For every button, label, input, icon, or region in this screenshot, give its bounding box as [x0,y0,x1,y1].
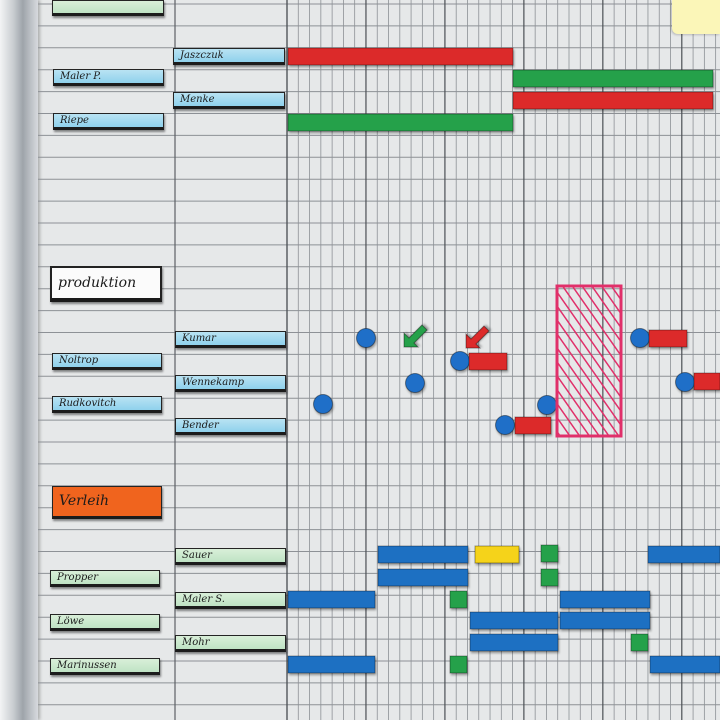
yellow-bar-magnet [474,545,520,564]
name-label: Maler S. [175,592,286,609]
blue-dot-magnet [450,351,470,371]
name-label: Löwe [50,614,160,631]
hatched-marker-block [555,284,623,438]
blue-bar-magnet [377,568,469,587]
green-bar-magnet [512,69,714,88]
name-label: Maler P. [53,69,164,86]
name-label: Propper [50,570,160,587]
name-label-text: Mohr [182,637,210,648]
name-label: Menke [173,92,285,109]
group-label: produktion [50,266,162,302]
green-bar-magnet [287,113,514,132]
blue-bar-magnet [559,611,651,630]
name-label: Riepe [53,113,164,130]
green-arrow-magnet [403,324,428,348]
red-bar-magnet [468,352,508,371]
blue-dot-magnet [537,395,557,415]
name-label: Jaszczuk [173,48,285,65]
name-label-text: Riepe [60,115,89,126]
blue-dot-magnet [356,328,376,348]
name-label: Sauer [175,548,286,565]
green-square-magnet [449,590,468,609]
blue-dot-magnet [495,415,515,435]
red-arrow-magnet [465,325,490,349]
name-label-text: Menke [180,94,215,105]
blue-bar-magnet [559,590,651,609]
name-label-text: Propper [57,572,99,583]
name-label-text: Kumar [182,333,216,344]
green-square-magnet [449,655,468,674]
name-label: Kumar [175,331,286,348]
blue-bar-magnet [287,590,376,609]
blue-bar-magnet [469,611,559,630]
blue-bar-magnet [287,655,376,674]
name-label: Mohr [175,635,286,652]
name-label-text: Noltrop [59,355,99,366]
blue-bar-magnet [649,655,720,674]
name-label: Rudkovitch [52,396,162,413]
group-label: Verleih [52,486,162,519]
blue-dot-magnet [675,372,695,392]
sticky-note [672,0,720,34]
red-bar-magnet [514,416,552,435]
blue-bar-magnet [377,545,469,564]
green-square-magnet [540,544,559,563]
red-bar-magnet [648,329,688,348]
name-label: Noltrop [52,353,162,370]
blue-dot-magnet [405,373,425,393]
name-label: Bender [175,418,286,435]
blue-bar-magnet [469,633,559,652]
name-label-text: Bender [182,420,219,431]
name-label-text: Wennekamp [182,377,245,388]
name-label-text: Löwe [57,616,85,627]
name-label-text: Marinussen [57,660,117,671]
board-frame [0,0,38,720]
name-label: Marinussen [50,658,160,675]
group-label-text: produktion [58,275,137,291]
red-bar-magnet [287,47,514,66]
blue-dot-magnet [630,328,650,348]
name-label-text: Maler P. [60,71,102,82]
name-label-text: Maler S. [182,594,225,605]
name-label-text: Jaszczuk [180,50,224,61]
name-label: Wennekamp [175,375,286,392]
red-bar-magnet [693,372,720,391]
red-bar-magnet [512,91,714,110]
name-label-text: Sauer [182,550,212,561]
top-label-partial [52,0,164,16]
group-label-text: Verleih [59,493,110,509]
blue-bar-magnet [647,545,720,564]
green-square-magnet [630,633,649,652]
name-label-text: Rudkovitch [59,398,117,409]
blue-dot-magnet [313,394,333,414]
green-square-magnet [540,568,559,587]
